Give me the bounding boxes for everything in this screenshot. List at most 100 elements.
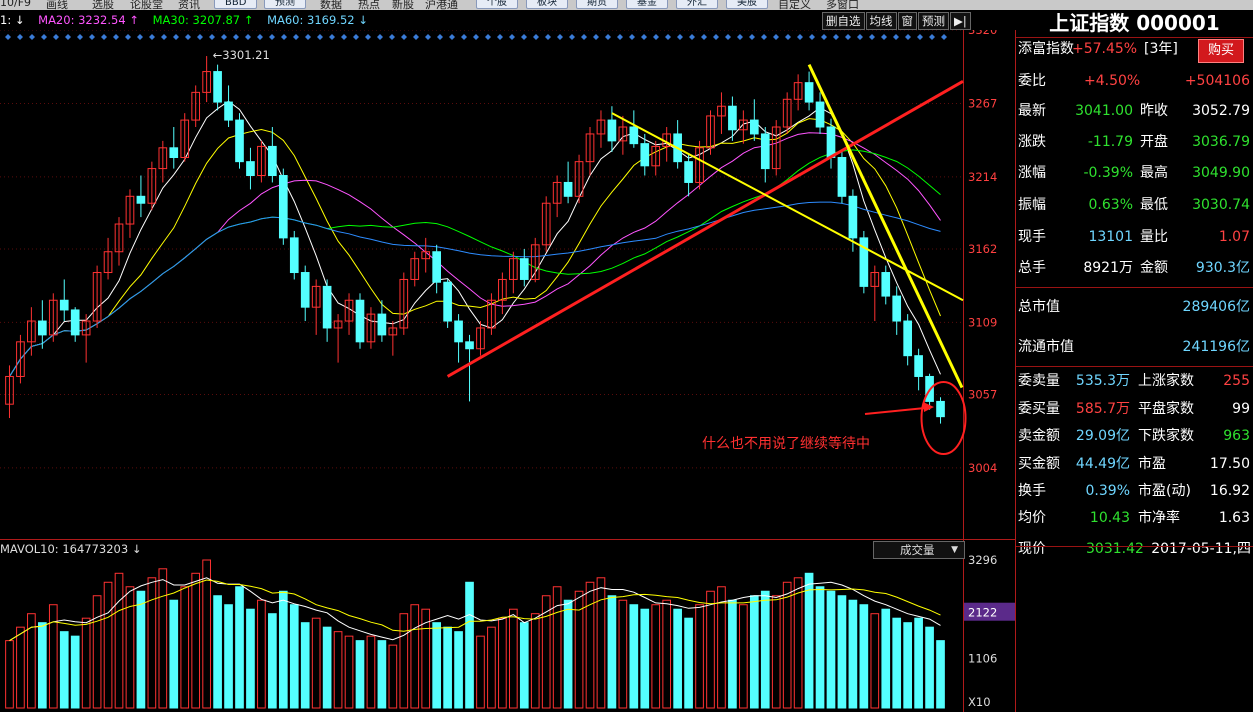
candle-body <box>169 147 179 158</box>
volume-bar <box>826 590 836 709</box>
volume-indicator-select[interactable]: 成交量 ▼ <box>873 541 965 559</box>
candle-body <box>27 320 36 343</box>
candle-body <box>728 105 737 131</box>
y-tick-label: 3057 <box>968 387 997 401</box>
ma-lines-button[interactable]: 均线 <box>865 12 897 30</box>
volume-bar <box>695 604 704 709</box>
candle-body <box>235 119 244 163</box>
event-marker-icon <box>821 34 827 40</box>
menu-button[interactable]: 预测 <box>264 0 306 9</box>
buy-button[interactable]: 购买 <box>1198 39 1244 63</box>
menu-item[interactable]: 数据 <box>320 0 342 10</box>
candle-body <box>70 309 80 336</box>
menu-item[interactable]: 自定义 <box>778 0 811 10</box>
arrow-head-icon <box>923 402 934 412</box>
panel-divider <box>1016 366 1253 367</box>
field-label: 市净率 <box>1138 510 1180 526</box>
window-button[interactable]: 窗 <box>897 12 917 30</box>
candle-body <box>136 195 146 204</box>
candle-body <box>180 119 190 158</box>
volume-bar <box>793 577 803 709</box>
volume-bar <box>114 572 124 709</box>
candle-body <box>870 272 880 287</box>
field-label: 均价 <box>1018 510 1046 526</box>
candle-body <box>519 258 529 280</box>
menu-item[interactable]: 多窗口 <box>826 0 859 10</box>
event-marker-icon <box>557 34 563 40</box>
menu-button[interactable]: 个股 <box>476 0 518 9</box>
field-value: 16.92 <box>1209 483 1250 499</box>
event-marker-icon <box>41 34 47 40</box>
field-label: 平盘家数 <box>1138 401 1194 417</box>
volume-bar <box>125 586 135 709</box>
event-marker-icon <box>221 34 227 40</box>
field-label: 添富指数 <box>1018 41 1074 57</box>
volume-bar <box>519 622 529 709</box>
candle-body <box>739 119 748 131</box>
candle-body <box>760 133 770 170</box>
candle-body <box>103 251 113 274</box>
menu-button[interactable]: 美股 <box>726 0 768 9</box>
candle-body <box>246 161 255 177</box>
kline-chart[interactable]: 3320 3267 3214 3162 3109 3057 3004 ←3301.21 什么也不… <box>0 30 1016 712</box>
volume-bar <box>213 595 222 709</box>
field-label: 上涨家数 <box>1138 373 1194 389</box>
menu-button[interactable]: 外汇 <box>676 0 718 9</box>
candle-body <box>771 126 781 170</box>
menu-item[interactable]: 热点 <box>358 0 380 10</box>
candle-body <box>936 400 945 418</box>
candle-body <box>147 168 157 204</box>
menu-button[interactable]: 期货 <box>576 0 618 9</box>
volume-bar <box>59 631 69 709</box>
menu-button[interactable]: 基金 <box>626 0 668 9</box>
candle-body <box>158 147 168 170</box>
field-value: 17.50 <box>1209 456 1250 472</box>
event-marker-icon <box>761 34 767 40</box>
volume-bar <box>607 595 617 709</box>
event-marker-icon <box>305 34 311 40</box>
volume-tick-label: 3296 <box>968 553 997 567</box>
candle-body <box>585 133 595 163</box>
volume-bar <box>629 604 639 709</box>
volume-bar <box>311 617 321 709</box>
event-marker-icon <box>797 34 803 40</box>
volume-bar <box>92 595 102 709</box>
menu-item[interactable]: 论股堂 <box>130 0 163 10</box>
menu-item[interactable]: 画线 <box>46 0 68 10</box>
event-marker-icon <box>461 34 467 40</box>
menu-button[interactable]: 板块 <box>526 0 568 9</box>
field-label: 买金额 <box>1018 456 1060 472</box>
event-marker-icon <box>545 34 551 40</box>
volume-bar <box>728 599 737 709</box>
candle-body <box>114 223 124 253</box>
remove-watchlist-button[interactable]: 删自选 <box>822 12 865 30</box>
candle-body <box>629 126 639 145</box>
menu-button[interactable]: BBD <box>214 0 258 9</box>
forecast-button[interactable]: 预测 <box>918 12 949 30</box>
candle-body <box>224 101 233 121</box>
menu-item[interactable]: 10/F9 <box>0 0 32 9</box>
candle-body <box>476 327 485 350</box>
candle-body <box>498 278 507 301</box>
menu-item[interactable]: 新股 <box>392 0 414 10</box>
candle-body <box>465 341 474 350</box>
expand-icon[interactable]: ▶| <box>950 12 971 30</box>
volume-bar <box>180 586 190 709</box>
menu-item[interactable]: 选股 <box>92 0 114 10</box>
menu-item[interactable]: 资讯 <box>178 0 200 10</box>
event-marker-icon <box>725 34 731 40</box>
candle-body <box>607 119 617 142</box>
menu-item[interactable]: 沪港通 <box>425 0 458 10</box>
event-marker-icon <box>389 34 395 40</box>
y-tick-label: 3162 <box>968 242 997 256</box>
event-marker-icon <box>785 34 791 40</box>
ma60-legend: MA60: 3169.52 ↓ <box>267 13 368 27</box>
volume-bar <box>333 631 343 709</box>
volume-bar <box>278 590 288 709</box>
volume-bar <box>421 608 431 709</box>
field-value: 930.3亿 <box>1195 260 1250 276</box>
event-marker-icon <box>257 34 263 40</box>
volume-bar <box>859 604 869 709</box>
field-label: 金额 <box>1140 260 1168 276</box>
volume-bar <box>760 590 770 709</box>
